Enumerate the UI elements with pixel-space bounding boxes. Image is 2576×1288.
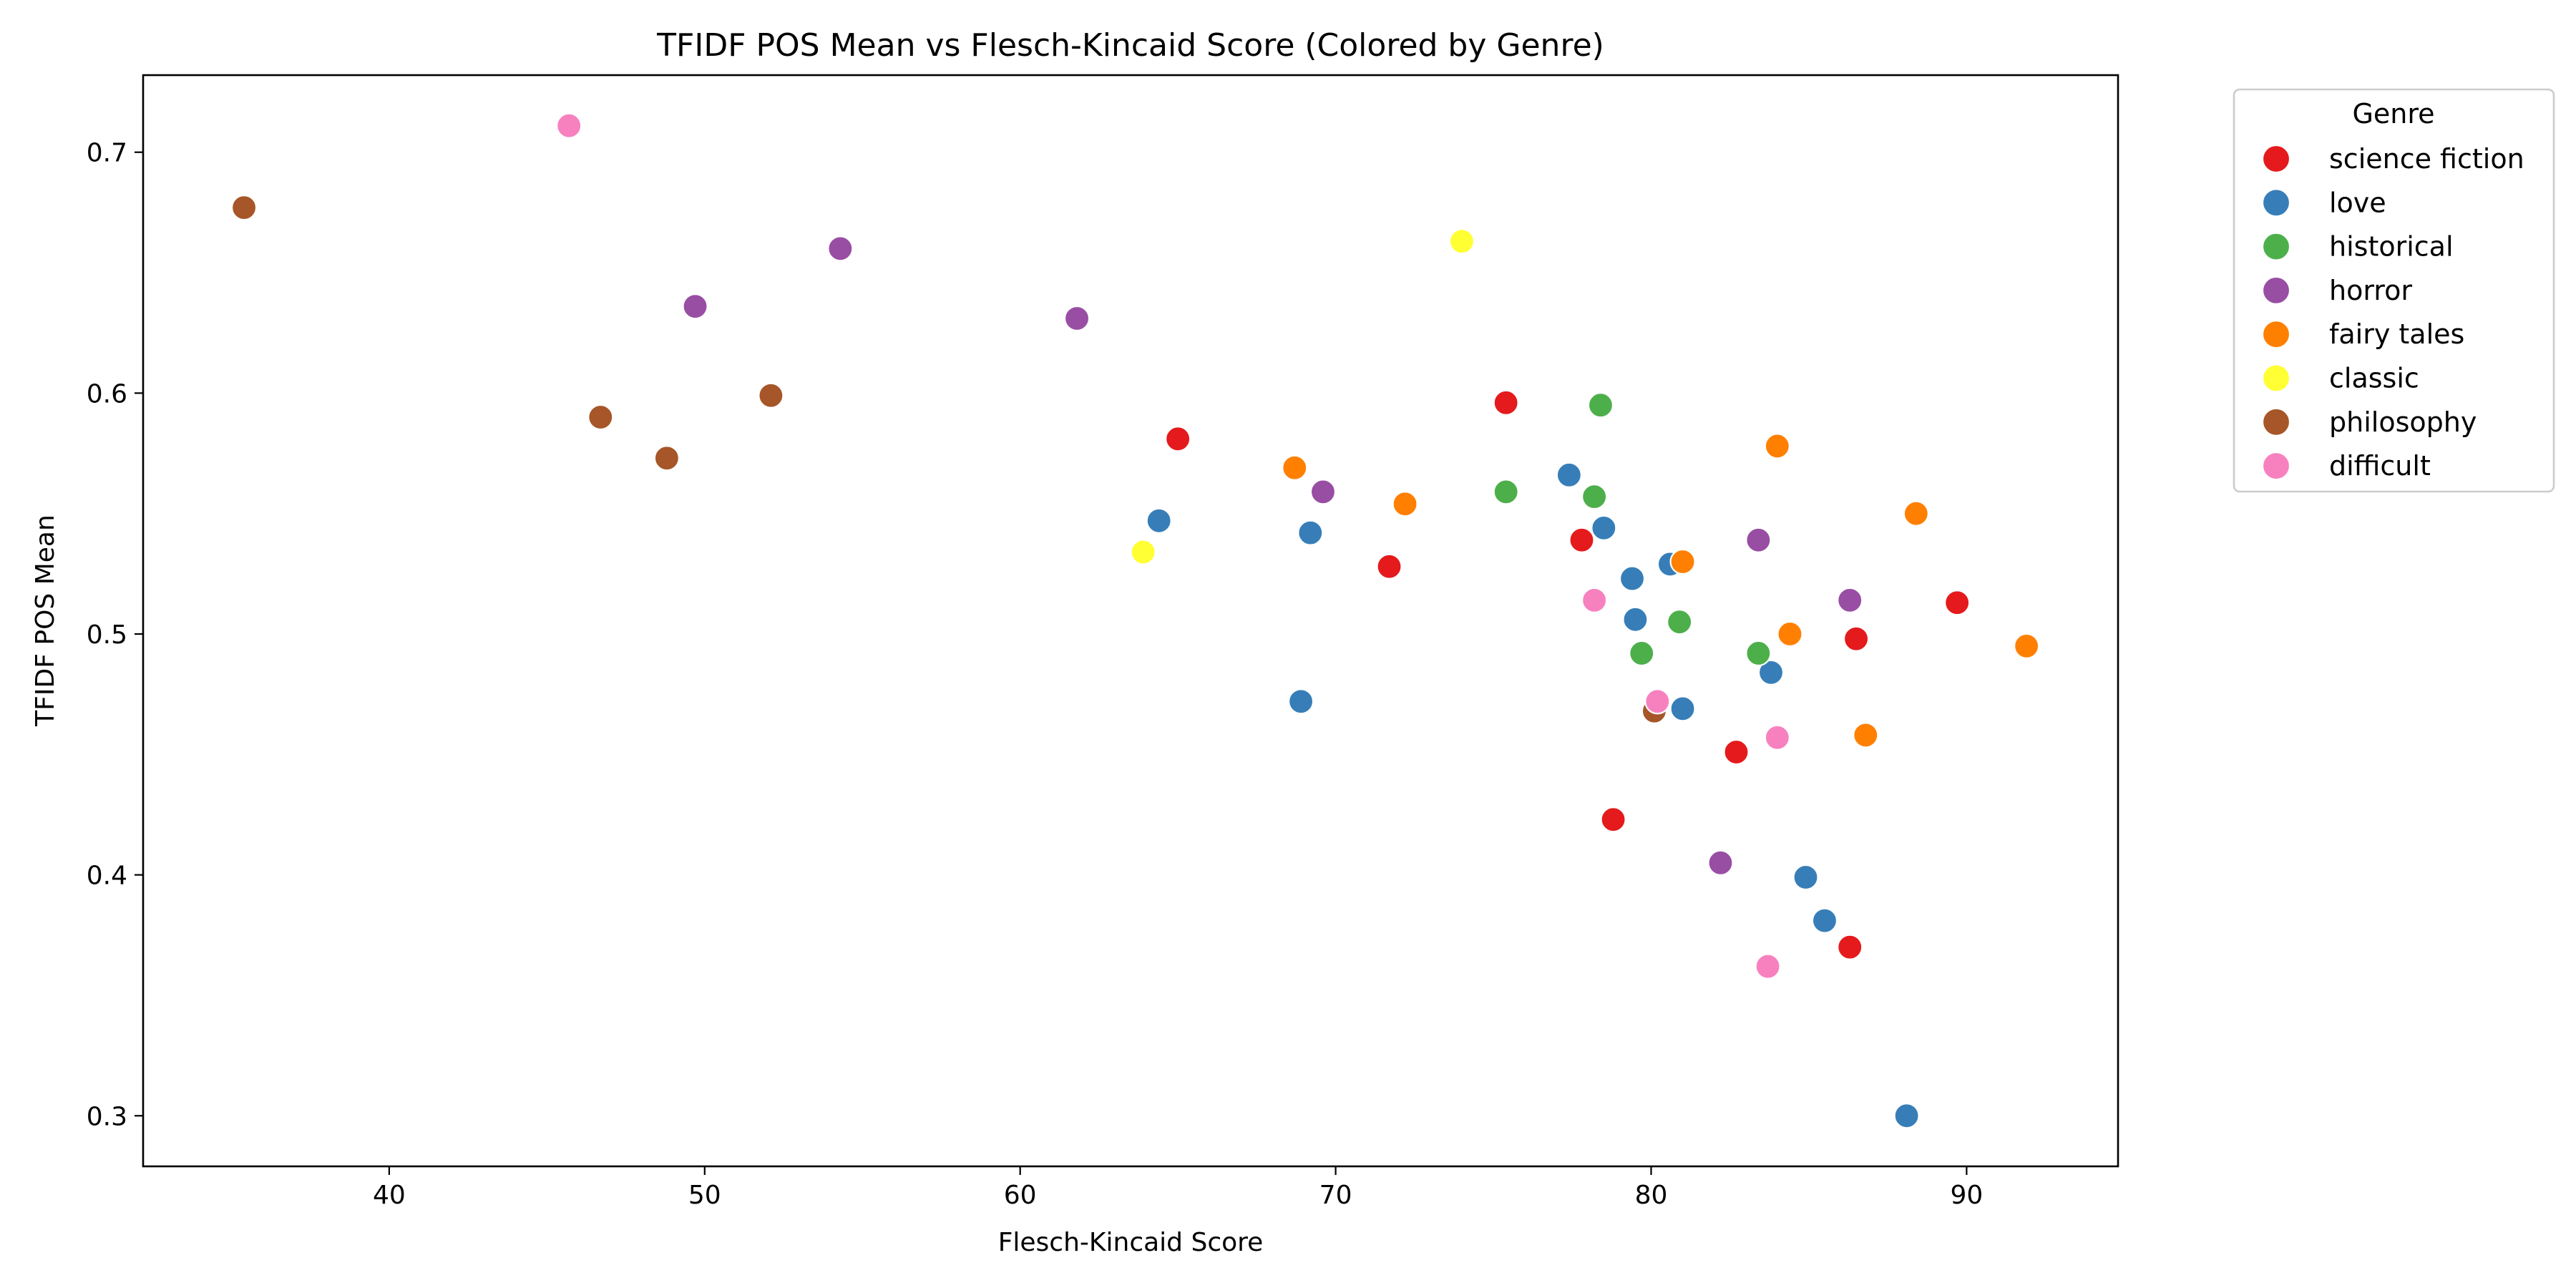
data-point — [682, 293, 708, 320]
legend-marker — [2261, 320, 2291, 349]
data-point — [1146, 507, 1172, 534]
legend-label: science fiction — [2329, 143, 2524, 175]
data-point — [1587, 392, 1614, 419]
data-point — [1309, 479, 1337, 505]
data-point — [1745, 527, 1772, 553]
legend-marker — [2261, 188, 2291, 218]
y-tick-label: 0.7 — [87, 139, 127, 168]
data-point — [653, 445, 680, 472]
data-point — [1893, 1103, 1920, 1129]
legend-label: difficult — [2329, 450, 2431, 482]
legend-label: historical — [2329, 231, 2454, 263]
legend-label: love — [2329, 187, 2386, 218]
legend: Genre science fiction love historical horro… — [2233, 88, 2555, 493]
data-point — [1287, 688, 1314, 715]
data-point — [1669, 696, 1696, 722]
data-point — [1130, 539, 1156, 565]
legend-label: classic — [2329, 363, 2419, 394]
data-point — [230, 195, 258, 221]
data-point — [1165, 426, 1191, 452]
data-point — [1667, 609, 1693, 635]
x-tick-label: 70 — [1319, 1181, 1352, 1210]
legend-marker — [2261, 451, 2291, 481]
data-point — [1493, 479, 1519, 505]
data-point — [1644, 688, 1671, 715]
data-point — [1448, 228, 1475, 255]
legend-title: Genre — [2352, 98, 2434, 130]
data-point — [1591, 514, 1617, 541]
data-point — [2014, 633, 2040, 659]
data-point — [1837, 587, 1863, 613]
data-point — [1903, 500, 1929, 527]
legend-frame — [2233, 88, 2555, 493]
data-point — [1811, 907, 1838, 934]
data-point — [1669, 548, 1696, 575]
data-point — [1764, 433, 1790, 459]
plot-frame — [142, 74, 2119, 1168]
data-point — [1837, 934, 1863, 960]
data-point — [1063, 305, 1091, 332]
x-axis-label: Flesch-Kincaid Score — [998, 1228, 1264, 1257]
data-point — [1764, 724, 1790, 751]
y-tick-label: 0.3 — [87, 1102, 127, 1131]
data-point — [758, 382, 784, 409]
legend-marker — [2261, 144, 2291, 174]
chart-title: TFIDF POS Mean vs Flesch-Kincaid Score (… — [656, 27, 1604, 64]
x-tick-label: 60 — [1004, 1181, 1037, 1210]
data-point — [1792, 864, 1819, 891]
data-point — [1619, 565, 1646, 592]
x-tick-label: 50 — [688, 1181, 721, 1210]
data-point — [1745, 640, 1772, 667]
data-point — [1556, 462, 1582, 488]
data-point — [587, 404, 614, 431]
legend-label: philosophy — [2329, 406, 2477, 438]
legend-label: fairy tales — [2329, 318, 2464, 350]
data-point — [1600, 806, 1626, 833]
data-point — [1843, 625, 1870, 652]
legend-marker — [2261, 364, 2291, 393]
y-tick-label: 0.4 — [87, 862, 127, 891]
data-point — [1568, 527, 1595, 553]
axis-ticks: 40 50 60 70 80 90 0.3 0.4 0.5 0.6 0.7 — [87, 139, 1984, 1210]
data-point — [1723, 738, 1750, 766]
data-point — [1777, 620, 1803, 648]
y-axis-label: TFIDF POS Mean — [31, 514, 60, 727]
data-point — [827, 235, 854, 262]
legend-marker — [2261, 275, 2291, 305]
data-point — [1622, 606, 1649, 633]
y-tick-label: 0.5 — [87, 620, 127, 650]
data-point — [1629, 640, 1655, 667]
data-point — [1755, 953, 1781, 980]
data-point — [1493, 389, 1519, 416]
data-points — [230, 112, 2040, 1129]
x-tick-label: 90 — [1950, 1181, 1983, 1210]
data-point — [1376, 553, 1402, 580]
y-tick-label: 0.6 — [87, 379, 127, 409]
data-point — [1944, 590, 1971, 616]
data-point — [1853, 722, 1879, 748]
x-tick-label: 80 — [1635, 1181, 1668, 1210]
legend-marker — [2261, 232, 2291, 261]
x-tick-label: 40 — [373, 1181, 406, 1210]
legend-items: science fiction love historical horror fairy… — [2261, 143, 2524, 482]
legend-marker — [2261, 407, 2291, 436]
data-point — [556, 112, 582, 139]
data-point — [1581, 484, 1608, 510]
data-point — [1707, 849, 1734, 876]
legend-label: horror — [2329, 275, 2412, 306]
data-point — [1297, 519, 1324, 546]
data-point — [1392, 491, 1418, 517]
data-point — [1757, 659, 1785, 686]
data-point — [1282, 454, 1308, 481]
data-point — [1581, 587, 1608, 613]
